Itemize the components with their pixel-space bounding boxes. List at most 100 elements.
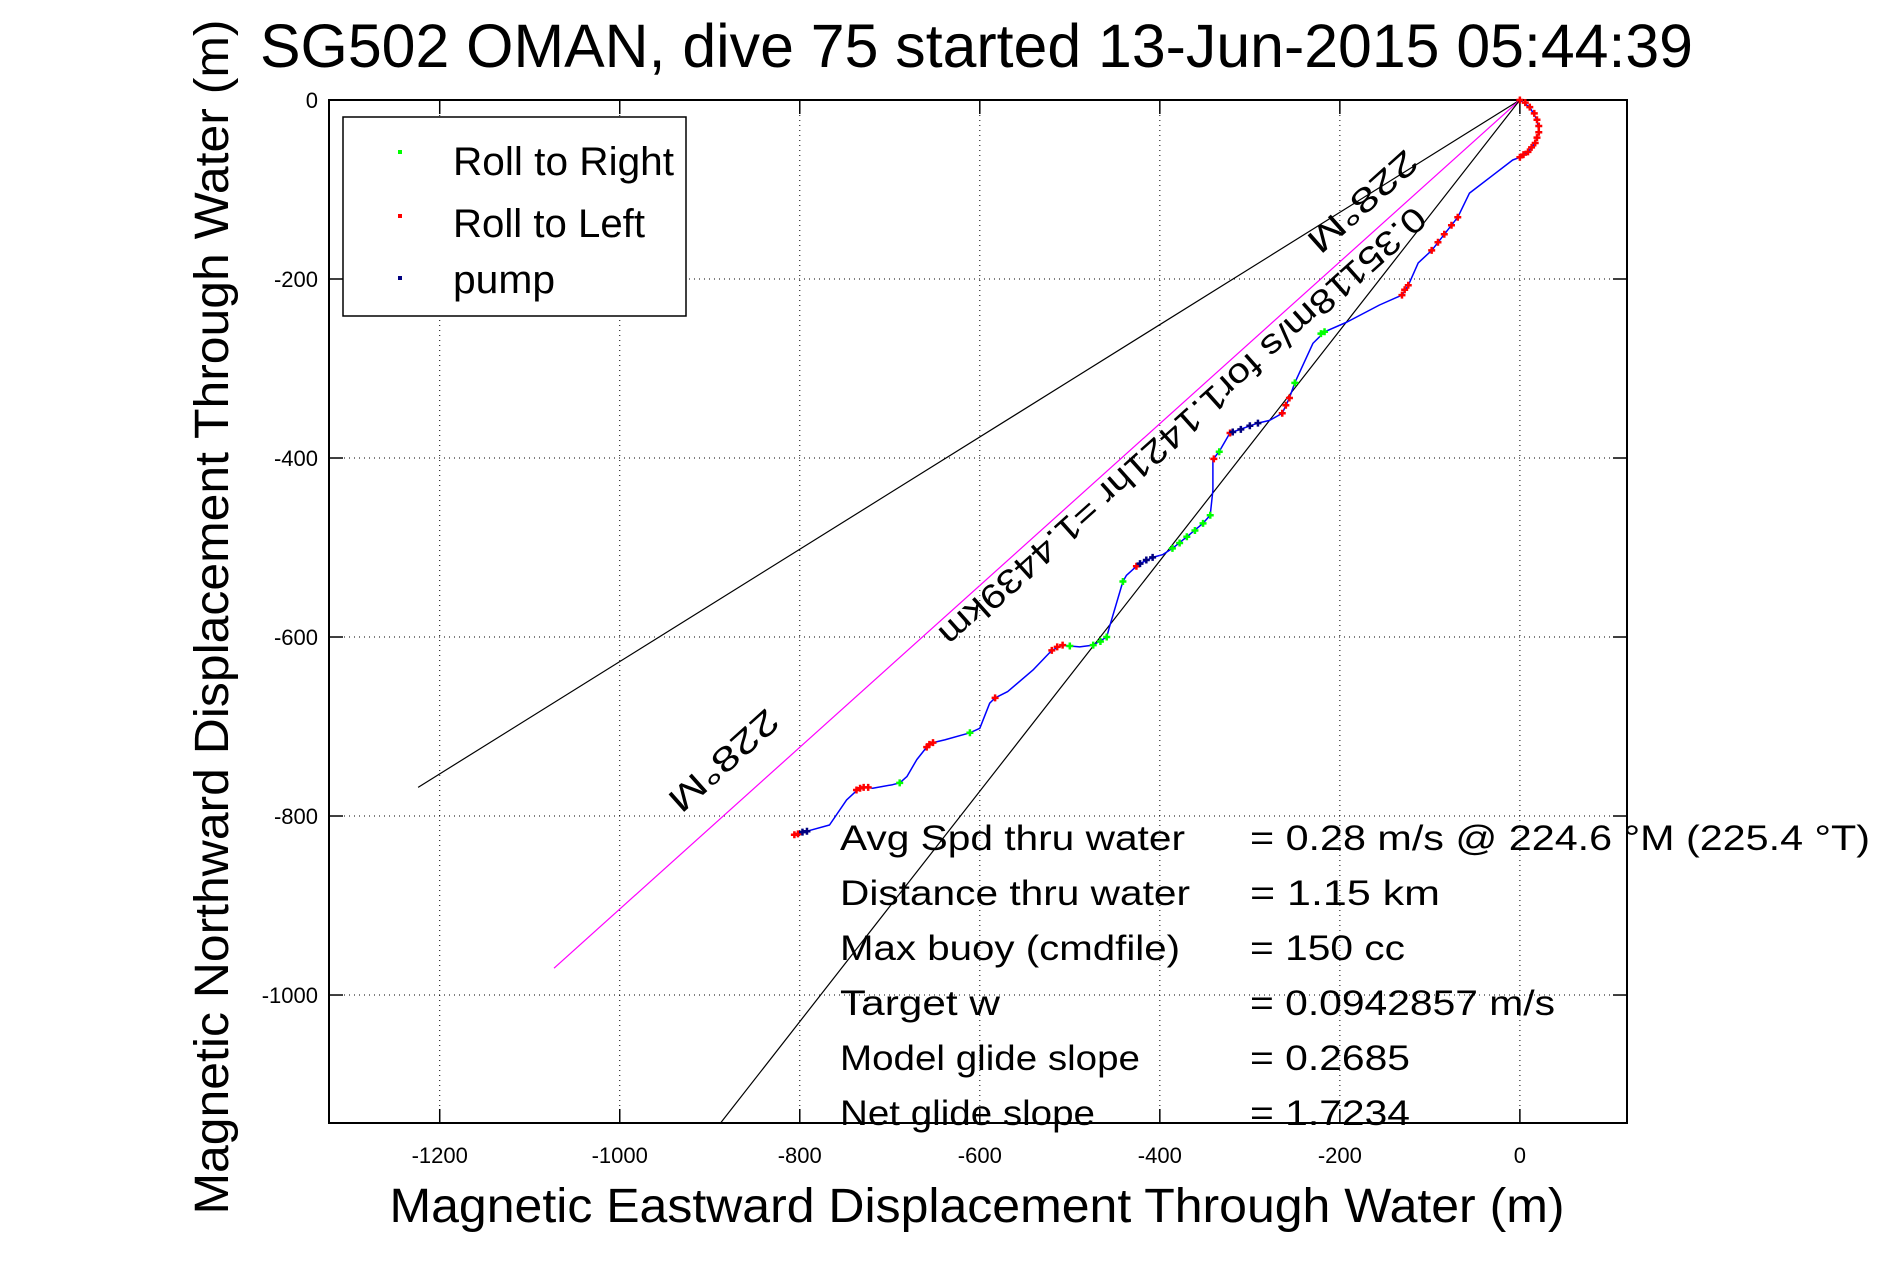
roll-right-marker	[966, 729, 974, 737]
roll-right-marker	[1317, 330, 1325, 338]
roll-right-marker	[1191, 527, 1199, 535]
roll-left-marker	[1516, 96, 1524, 104]
y-tick-label: -200	[274, 267, 318, 292]
stat-value-avg-speed: = 0.28 m/s @ 224.6 °M (225.4 °T)	[1250, 819, 1870, 858]
roll-left-marker	[1401, 286, 1409, 294]
roll-left-marker	[856, 784, 864, 792]
roll-left-marker	[1521, 99, 1529, 107]
roll-left-marker	[1434, 238, 1442, 246]
roll-left-marker	[1278, 409, 1286, 417]
roll-left-marker	[1454, 213, 1462, 221]
heading-line-upper	[417, 99, 1521, 788]
roll-left-marker	[1282, 401, 1290, 409]
stat-value-net-glide: = 1.7234	[1250, 1094, 1410, 1133]
x-tick-label: -1200	[412, 1143, 468, 1168]
pump-marker	[1142, 556, 1150, 564]
x-tick-label: -400	[1138, 1143, 1182, 1168]
stat-label-distance: Distance thru water	[840, 874, 1190, 913]
stat-value-max-buoy: = 150 cc	[1250, 929, 1405, 968]
x-tick-label: 0	[1514, 1143, 1526, 1168]
roll-right-marker	[1103, 633, 1111, 641]
roll-left-marker	[1533, 116, 1541, 124]
stat-label-avg-speed: Avg Spd thru water	[840, 819, 1185, 858]
legend-item-roll-left: Roll to Left	[398, 202, 645, 246]
roll-left-marker	[790, 831, 798, 839]
legend-marker-roll-right	[398, 150, 402, 154]
roll-left-marker	[1059, 641, 1067, 649]
roll-right-marker	[1199, 519, 1207, 527]
roll-right-marker	[1291, 379, 1299, 387]
roll-left-marker	[852, 786, 860, 794]
pump-marker	[1136, 560, 1144, 568]
legend-marker-pump	[398, 276, 402, 280]
y-tick-label: -800	[274, 804, 318, 829]
roll-left-marker	[929, 739, 937, 747]
roll-right-marker	[1206, 511, 1214, 519]
chart-title: SG502 OMAN, dive 75 started 13-Jun-2015 …	[260, 12, 1693, 80]
roll-left-marker	[1404, 281, 1412, 289]
roll-right-marker	[896, 779, 904, 787]
y-tick-label: -600	[274, 625, 318, 650]
roll-left-marker	[1398, 291, 1406, 299]
roll-left-marker	[1533, 134, 1541, 142]
x-tick-label: -200	[1318, 1143, 1362, 1168]
stat-value-distance: = 1.15 km	[1250, 874, 1440, 913]
roll-left-marker	[1524, 148, 1532, 156]
plot-frame	[328, 99, 1628, 1124]
roll-left-marker	[1053, 643, 1061, 651]
heading-line-lower	[720, 99, 1521, 1124]
heading-line-228M	[553, 99, 1521, 969]
roll-left-marker	[1132, 562, 1140, 570]
roll-left-marker	[1440, 230, 1448, 238]
roll-left-marker	[1516, 153, 1524, 161]
y-axis-label: Magnetic Northward Displacement Through …	[186, 20, 239, 1215]
x-tick-label: -800	[778, 1143, 822, 1168]
roll-right-marker	[1089, 641, 1097, 649]
stat-label-max-buoy: Max buoy (cmdfile)	[840, 929, 1180, 968]
pump-marker	[1246, 422, 1254, 430]
roll-markers	[790, 96, 1543, 839]
y-tick-label: -1000	[262, 983, 318, 1008]
pump-marker	[1254, 419, 1262, 427]
roll-left-marker	[991, 694, 999, 702]
legend-label-roll-right: Roll to Right	[453, 140, 674, 184]
dive-stats: Avg Spd thru water = 0.28 m/s @ 224.6 °M…	[840, 819, 1870, 1133]
legend-item-pump: pump	[398, 258, 555, 302]
stat-label-model-glide: Model glide slope	[840, 1039, 1140, 1078]
roll-left-marker	[1526, 103, 1534, 111]
stat-label-target-w: Target w	[840, 984, 1001, 1023]
roll-right-marker	[1215, 448, 1223, 456]
roll-left-marker	[1530, 109, 1538, 117]
plot-area	[328, 99, 1628, 1124]
pump-marker	[1229, 428, 1237, 436]
reference-lines	[417, 99, 1521, 1124]
roll-left-marker	[1210, 455, 1218, 463]
roll-left-marker	[1535, 122, 1543, 130]
roll-left-marker	[1048, 646, 1056, 654]
roll-left-marker	[1528, 143, 1536, 151]
stat-value-target-w: = 0.0942857 m/s	[1250, 984, 1555, 1023]
legend: Roll to Right Roll to Left pump	[342, 116, 687, 317]
pump-marker	[1237, 425, 1245, 433]
roll-left-marker	[1531, 139, 1539, 147]
x-tick-label: -600	[958, 1143, 1002, 1168]
stat-value-model-glide: = 0.2685	[1250, 1039, 1410, 1078]
roll-right-marker	[1168, 544, 1176, 552]
roll-right-marker	[1176, 539, 1184, 547]
roll-left-marker	[1519, 151, 1527, 159]
legend-item-roll-right: Roll to Right	[398, 140, 674, 184]
roll-right-marker	[1096, 637, 1104, 645]
x-tick-label: -1000	[592, 1143, 648, 1168]
roll-right-marker	[1119, 578, 1127, 586]
axis-ticks: -1200 -1000 -800 -600 -400 -200 0 0 -200 -400 -600…	[262, 88, 1627, 1168]
roll-left-marker	[923, 743, 931, 751]
legend-label-pump: pump	[453, 258, 555, 302]
x-axis-label: Magnetic Eastward Displacement Through W…	[390, 1180, 1565, 1233]
roll-right-marker	[1321, 328, 1329, 336]
roll-left-marker	[1285, 394, 1293, 402]
roll-left-marker	[1535, 128, 1543, 136]
pump-marker	[1149, 553, 1157, 561]
roll-right-marker	[1183, 533, 1191, 541]
